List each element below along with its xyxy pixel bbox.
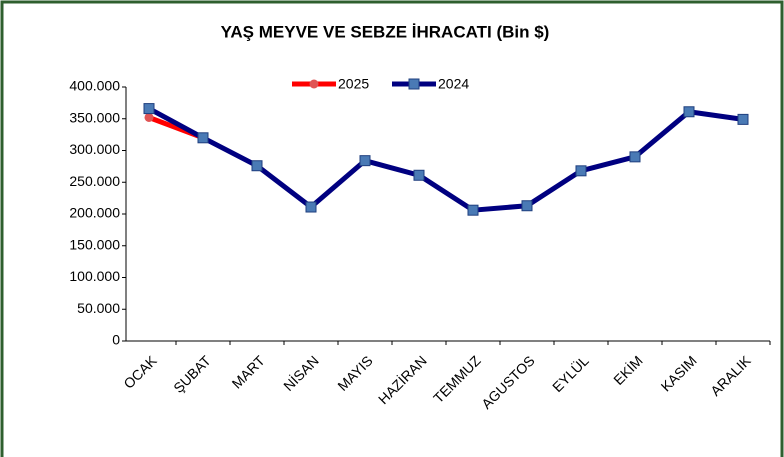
marker (144, 112, 154, 122)
marker (467, 204, 479, 216)
marker (359, 155, 371, 167)
marker (143, 103, 155, 115)
y-tick-label: 350.000 (69, 109, 120, 125)
marker (521, 200, 533, 212)
marker (575, 165, 587, 177)
y-tick-label: 100.000 (69, 268, 120, 284)
legend-label: 2024 (438, 76, 469, 92)
legend-label: 2025 (338, 76, 369, 92)
marker (413, 169, 425, 181)
y-tick-label: 300.000 (69, 141, 120, 157)
marker (629, 151, 641, 163)
y-tick-label: 150.000 (69, 236, 120, 252)
marker (251, 160, 263, 172)
y-tick-label: 400.000 (69, 78, 120, 94)
marker (197, 132, 209, 144)
y-tick-label: 0 (112, 332, 120, 348)
marker (305, 201, 317, 213)
marker (737, 113, 749, 125)
chart-title: YAŞ MEYVE VE SEBZE İHRACATI (Bin $) (221, 22, 550, 41)
marker (683, 106, 695, 118)
y-tick-label: 250.000 (69, 173, 120, 189)
legend-marker (408, 78, 420, 90)
legend-marker (309, 79, 319, 89)
y-tick-label: 200.000 (69, 205, 120, 221)
series-line (147, 106, 744, 213)
y-tick-label: 50.000 (77, 300, 120, 316)
